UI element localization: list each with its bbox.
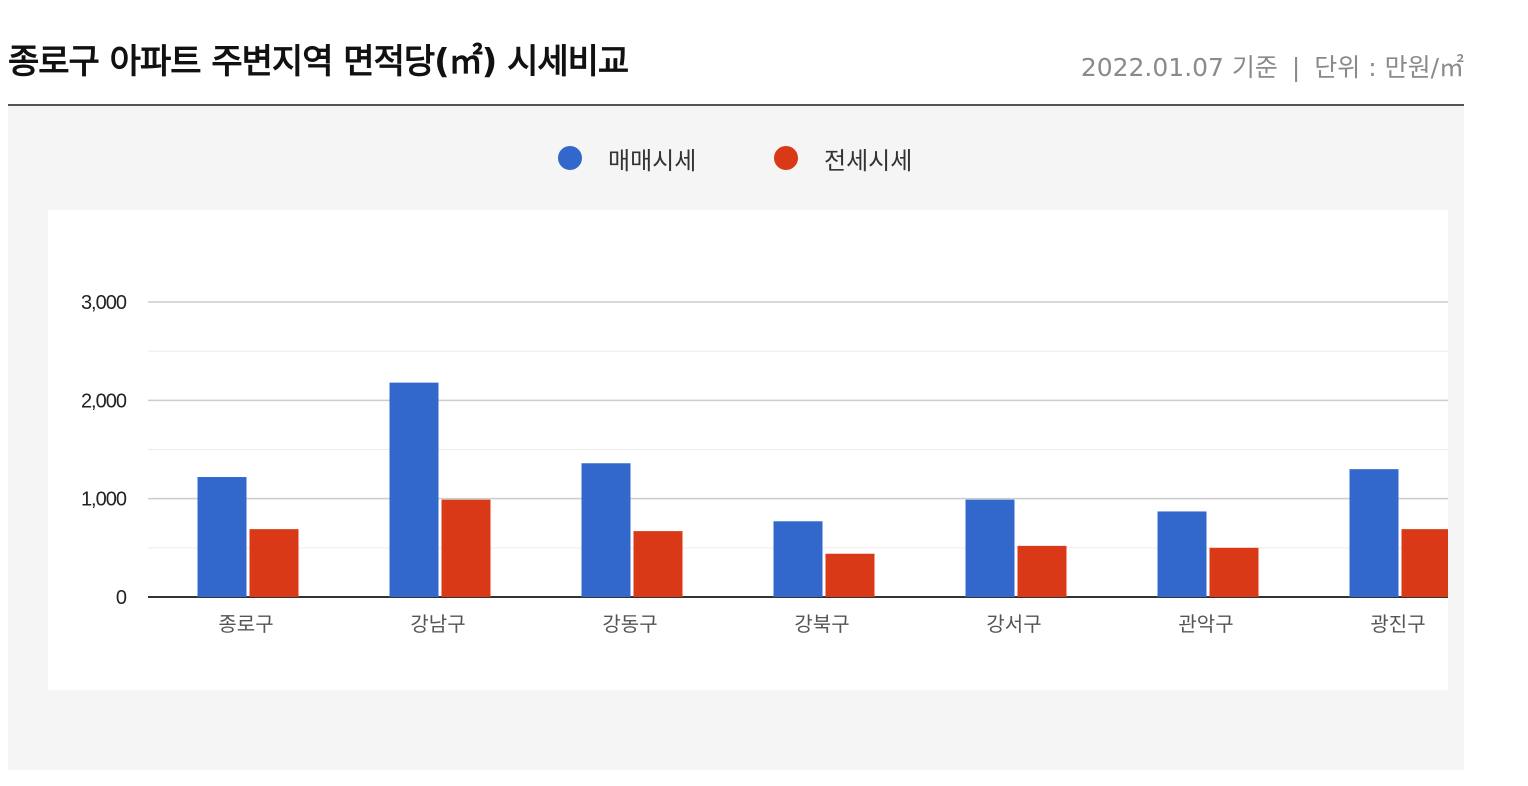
x-tick-label: 종로구 bbox=[218, 612, 273, 636]
bar-jeonse bbox=[1401, 529, 1448, 597]
meta-separator: | bbox=[1291, 53, 1301, 82]
legend-dot-jeonse bbox=[774, 146, 798, 170]
y-tick-label: 1,000 bbox=[81, 489, 127, 511]
y-tick-label: 3,000 bbox=[81, 292, 127, 314]
y-tick-label: 2,000 bbox=[81, 390, 127, 412]
bar-sale bbox=[581, 463, 631, 597]
chart-header: 종로구 아파트 주변지역 면적당(㎡) 시세비교 2022.01.07 기준 |… bbox=[8, 28, 1464, 106]
chart-panel: 매매시세 전세시세 0 1,000 2,000 3,000 종로구 강남구 강동구 강북구 강서… bbox=[8, 106, 1464, 770]
bar-jeonse bbox=[1209, 547, 1259, 597]
date-label: 2022.01.07 기준 bbox=[1080, 53, 1278, 82]
x-tick-label: 관악구 bbox=[1178, 612, 1233, 636]
chart-meta: 2022.01.07 기준 | 단위 : 만원/㎡ bbox=[1081, 48, 1464, 84]
bar-sale bbox=[197, 477, 247, 597]
plot-area: 0 1,000 2,000 3,000 종로구 강남구 강동구 강북구 강서구 관악구 광진구 bbox=[48, 210, 1448, 690]
x-tick-label: 강서구 bbox=[986, 612, 1041, 636]
x-tick-label: 강동구 bbox=[602, 612, 657, 636]
x-tick-label: 광진구 bbox=[1370, 612, 1425, 636]
legend-item-jeonse[interactable]: 전세시세 bbox=[774, 138, 912, 178]
chart-legend: 매매시세 전세시세 bbox=[8, 138, 1464, 178]
bar-sale bbox=[773, 521, 823, 597]
bar-jeonse bbox=[1017, 545, 1067, 597]
legend-label-jeonse: 전세시세 bbox=[824, 146, 913, 175]
y-tick-label: 0 bbox=[116, 587, 127, 609]
bar-jeonse bbox=[249, 529, 299, 597]
bar-jeonse bbox=[441, 499, 491, 597]
legend-dot-sale bbox=[558, 146, 582, 170]
bar-sale bbox=[1157, 511, 1207, 597]
bar-jeonse bbox=[633, 531, 683, 597]
bar-chart: 0 1,000 2,000 3,000 종로구 강남구 강동구 강북구 강서구 관악구 광진구 bbox=[81, 292, 1448, 636]
x-tick-label: 강남구 bbox=[410, 612, 465, 636]
bar-sale bbox=[965, 499, 1015, 597]
legend-label-sale: 매매시세 bbox=[608, 146, 697, 175]
bar-sale bbox=[389, 382, 439, 597]
x-tick-label: 강북구 bbox=[794, 612, 849, 636]
legend-item-sale[interactable]: 매매시세 bbox=[558, 138, 696, 178]
page-title: 종로구 아파트 주변지역 면적당(㎡) 시세비교 bbox=[8, 42, 629, 82]
bar-sale bbox=[1349, 469, 1399, 597]
unit-label: 단위 : 만원/㎡ bbox=[1314, 53, 1464, 82]
bar-jeonse bbox=[825, 553, 875, 597]
